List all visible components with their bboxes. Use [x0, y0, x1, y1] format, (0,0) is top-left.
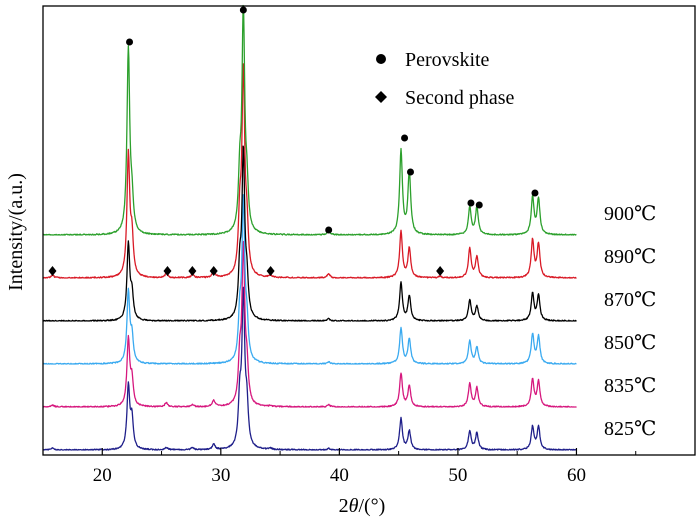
perovskite-marker: [467, 199, 475, 207]
legend-diamond-marker: [375, 91, 387, 103]
legend-label-perovskite: Perovskite: [405, 49, 490, 71]
plot-frame: [42, 5, 696, 456]
series-label: 850℃: [604, 332, 656, 354]
x-tick-label: 30: [211, 465, 230, 486]
x-tick-label: 40: [330, 465, 349, 486]
second-phase-marker: [209, 266, 218, 276]
y-axis-title: Intensity/(a.u.): [5, 173, 27, 291]
perovskite-marker: [325, 226, 333, 234]
x-tick-label: 20: [93, 465, 112, 486]
legend-circle-marker: [376, 54, 386, 64]
series-label: 890℃: [604, 246, 656, 268]
xrd-series-line: [42, 145, 577, 322]
perovskite-marker: [239, 6, 247, 14]
xrd-series-line: [42, 4, 577, 236]
x-tick-label: 60: [567, 465, 586, 486]
perovskite-marker: [401, 134, 409, 142]
second-phase-marker: [436, 266, 445, 276]
legend: Perovskite Second phase: [375, 49, 515, 109]
series-label: 900℃: [604, 203, 656, 225]
second-phase-marker: [266, 266, 275, 276]
xrd-series-line: [42, 63, 577, 279]
xrd-series-line: [42, 194, 577, 365]
series-label: 870℃: [604, 289, 656, 311]
series-label: 825℃: [604, 418, 656, 440]
second-phase-marker: [163, 266, 172, 276]
phase-markers: [48, 6, 539, 276]
perovskite-marker: [406, 168, 414, 176]
series-labels: 825℃ 835℃ 850℃ 870℃ 890℃ 900℃: [604, 203, 656, 440]
x-tick-label: 50: [448, 465, 467, 486]
xrd-series-line: [42, 240, 577, 408]
second-phase-marker: [48, 266, 57, 276]
axes: 20 30 40 50 60: [42, 448, 637, 486]
legend-label-second-phase: Second phase: [405, 87, 515, 109]
xrd-series-lines: [42, 4, 577, 451]
x-axis-title: 2θ/(°): [339, 495, 386, 517]
perovskite-marker: [531, 189, 539, 197]
perovskite-marker: [126, 38, 134, 46]
perovskite-marker: [475, 201, 483, 209]
xrd-series-line: [42, 286, 577, 451]
second-phase-marker: [188, 266, 197, 276]
series-label: 835℃: [604, 375, 656, 397]
